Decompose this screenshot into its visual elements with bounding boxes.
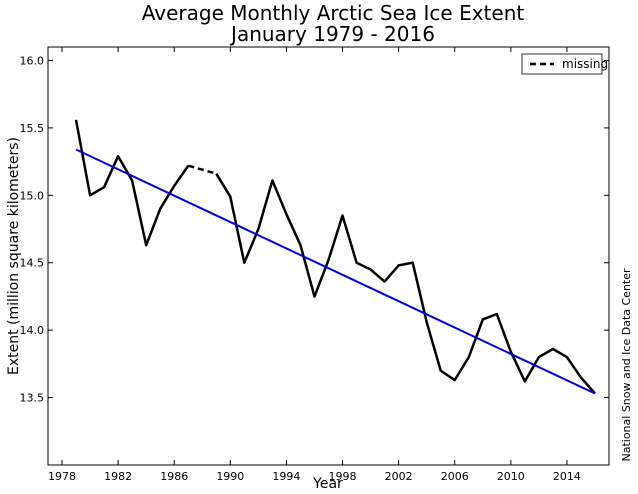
plot-frame: [47, 46, 610, 466]
x-tick-label: 2002: [385, 470, 413, 483]
y-tick-label: 13.5: [20, 392, 45, 405]
x-tick-label: 1998: [329, 470, 357, 483]
legend: missing: [521, 53, 608, 75]
x-tick-label: 1994: [272, 470, 300, 483]
y-tick-label: 14.0: [20, 324, 45, 337]
series-line-0: [74, 119, 190, 247]
x-tick-label: 1990: [216, 470, 244, 483]
x-tick-label: 1986: [160, 470, 188, 483]
trend-line: [75, 148, 596, 395]
x-tick-label: 2006: [441, 470, 469, 483]
axis-ticks: 1978 1982 1986 1990 1994 1998 2002 2006 2010 2014…: [20, 47, 609, 483]
x-axis-label: Year: [312, 476, 343, 492]
x-tick-label: 1978: [48, 470, 76, 483]
x-tick-label: 1982: [104, 470, 132, 483]
legend-entry-missing: missing: [562, 57, 608, 71]
y-tick-label: 14.5: [20, 257, 45, 270]
plot-lines: [74, 119, 596, 395]
missing-data-line: [187, 164, 217, 175]
y-tick-label: 15.0: [20, 189, 45, 202]
x-tick-label: 2010: [497, 470, 525, 483]
series-line-2: [215, 173, 596, 395]
chart-subtitle: January 1979 - 2016: [229, 22, 435, 46]
y-tick-label: 16.0: [20, 54, 45, 67]
chart-title: Average Monthly Arctic Sea Ice Extent: [142, 1, 525, 25]
legend-box: [521, 53, 603, 75]
x-tick-label: 2014: [553, 470, 581, 483]
credit-label: National Snow and Ice Data Center: [620, 268, 633, 462]
y-tick-label: 15.5: [20, 122, 45, 135]
y-axis-label: Extent (million square kilometers): [6, 137, 22, 375]
